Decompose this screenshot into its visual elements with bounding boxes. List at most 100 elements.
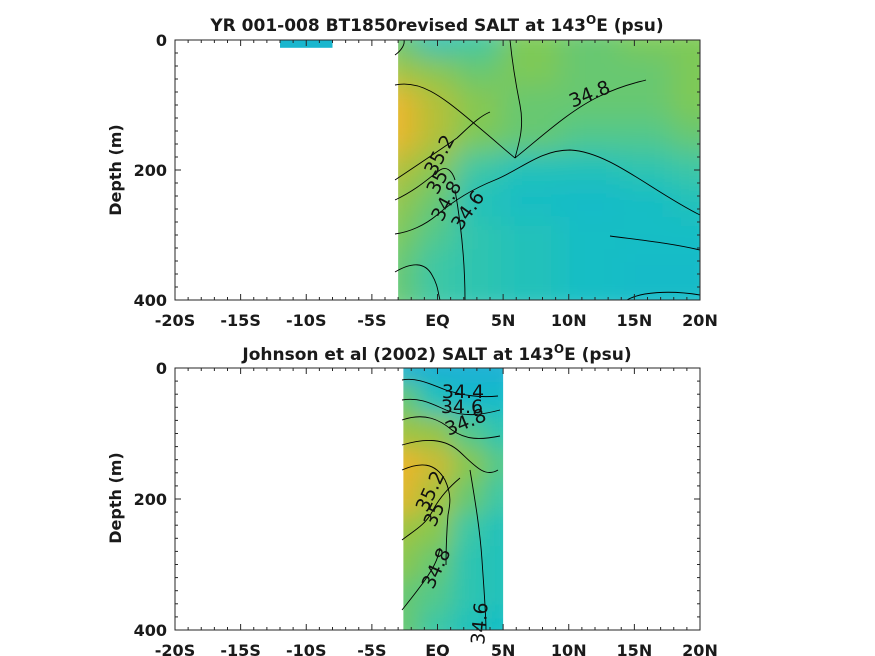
heatmap-cell bbox=[455, 184, 506, 221]
contour-line bbox=[401, 416, 501, 439]
heatmap-cell bbox=[398, 151, 420, 189]
y-axis-label: Depth (m) bbox=[106, 124, 125, 216]
y-tick-label: 0 bbox=[156, 359, 167, 378]
heatmap-cell bbox=[455, 86, 506, 124]
y-tick-label: 200 bbox=[134, 161, 167, 180]
y-axis-label: Depth (m) bbox=[106, 452, 125, 544]
heatmap-cell bbox=[671, 119, 700, 156]
heatmap-cell bbox=[501, 40, 565, 59]
heatmap-cell bbox=[398, 249, 420, 286]
heatmap-cell bbox=[415, 249, 460, 286]
contour-line bbox=[394, 168, 456, 201]
x-tick-label: EQ bbox=[425, 641, 450, 656]
heatmap-cell bbox=[455, 281, 506, 300]
heatmap-cell bbox=[619, 119, 676, 156]
y-tick-label: 0 bbox=[156, 31, 167, 50]
contour-line bbox=[394, 83, 516, 159]
heatmap-cell bbox=[403, 480, 423, 518]
heatmap-cell bbox=[403, 611, 423, 630]
heatmap-cell bbox=[619, 40, 676, 59]
heatmap-cell bbox=[403, 368, 423, 387]
x-tick-label: -10S bbox=[286, 311, 326, 330]
y-tick-label: 400 bbox=[134, 291, 167, 310]
heatmap-cell bbox=[484, 480, 504, 518]
heatmap-cell bbox=[619, 216, 676, 254]
x-tick-label: 10N bbox=[551, 641, 587, 656]
heatmap-cell bbox=[619, 281, 676, 300]
heatmap-cell bbox=[484, 546, 504, 583]
heatmap-cell bbox=[484, 382, 504, 420]
heatmap-cell bbox=[418, 611, 456, 630]
x-tick-label: -20S bbox=[155, 311, 195, 330]
contour-line bbox=[514, 79, 647, 159]
contour-line bbox=[401, 464, 451, 516]
heatmap-cell bbox=[560, 40, 624, 59]
heatmap-cell bbox=[451, 368, 489, 387]
heatmap-cell bbox=[501, 119, 565, 156]
heatmap-cell bbox=[501, 86, 565, 124]
heatmap-cell bbox=[671, 184, 700, 221]
heatmap-cell bbox=[398, 184, 420, 221]
contour-label: 34.4 bbox=[442, 381, 484, 403]
heatmap-cell bbox=[455, 249, 506, 286]
heatmap-cell bbox=[398, 54, 420, 91]
chart-panel-johnson: Johnson et al (2002) SALT at 143OE (psu)… bbox=[106, 342, 718, 656]
x-tick-label: 5N bbox=[491, 311, 516, 330]
heatmap-cell bbox=[403, 447, 423, 485]
contour-line bbox=[401, 477, 461, 541]
heatmap-cell bbox=[418, 415, 456, 452]
heatmap-cell bbox=[560, 184, 624, 221]
chart-panel-model: YR 001-008 BT1850revised SALT at 143OE (… bbox=[106, 13, 718, 330]
heatmap-cell bbox=[455, 151, 506, 189]
heatmap-cell bbox=[403, 546, 423, 583]
heatmap-cell bbox=[398, 86, 420, 124]
x-tick-label: -10S bbox=[286, 641, 326, 656]
contour-line bbox=[454, 189, 466, 301]
heatmap-cell bbox=[418, 368, 456, 387]
y-tick-label: 400 bbox=[134, 621, 167, 640]
heatmap-cell bbox=[560, 151, 624, 189]
x-tick-label: -15S bbox=[220, 311, 260, 330]
heatmap-cell bbox=[560, 281, 624, 300]
contour-lines bbox=[401, 378, 501, 631]
heatmap-cell bbox=[415, 54, 460, 91]
heatmap-cell bbox=[671, 86, 700, 124]
contour-label: 34.6 bbox=[441, 396, 483, 418]
x-tick-label: 20N bbox=[682, 641, 718, 656]
contour-line bbox=[394, 264, 441, 301]
axes-frame: -20S -15S -10S -5S EQ 5N 10N 15N 20N 0 200 400 bbox=[134, 359, 718, 656]
heatmap-cell bbox=[560, 54, 624, 91]
heatmap-cell bbox=[501, 249, 565, 286]
heatmap-cell bbox=[501, 281, 565, 300]
heatmap-cell bbox=[560, 86, 624, 124]
contour-lines bbox=[394, 39, 701, 301]
contour-line bbox=[401, 398, 501, 416]
contour-line bbox=[394, 111, 491, 181]
heatmap-cell bbox=[501, 54, 565, 91]
contour-line bbox=[394, 39, 405, 56]
heatmap-cell bbox=[484, 368, 504, 387]
heatmap-cell bbox=[398, 281, 420, 300]
x-tick-label: -15S bbox=[220, 641, 260, 656]
heatmap-cell bbox=[484, 513, 504, 551]
heatmap-cell bbox=[415, 151, 460, 189]
x-tick-label: 20N bbox=[682, 311, 718, 330]
x-tick-label: 5N bbox=[491, 641, 516, 656]
contour-line bbox=[401, 439, 499, 473]
x-tick-label: -5S bbox=[357, 311, 386, 330]
heatmap-cell bbox=[484, 447, 504, 485]
x-tick-label: EQ bbox=[425, 311, 450, 330]
x-tick-label: 15N bbox=[617, 641, 653, 656]
chart-title: Johnson et al (2002) SALT at 143OE (psu) bbox=[241, 342, 631, 365]
heatmap-cell bbox=[415, 86, 460, 124]
x-tick-label: 15N bbox=[617, 311, 653, 330]
heatmap-cell bbox=[415, 216, 460, 254]
heatmap-cell bbox=[451, 578, 489, 616]
y-tick-label: 200 bbox=[134, 490, 167, 509]
heatmap-cell bbox=[484, 578, 504, 616]
heatmap-cell bbox=[619, 184, 676, 221]
axes-frame: -20S -15S -10S -5S EQ 5N 10N 15N 20N 0 200 400 bbox=[134, 31, 718, 330]
heatmap-cell bbox=[418, 447, 456, 485]
heatmap-cell bbox=[451, 611, 489, 630]
heatmap-cell bbox=[455, 216, 506, 254]
